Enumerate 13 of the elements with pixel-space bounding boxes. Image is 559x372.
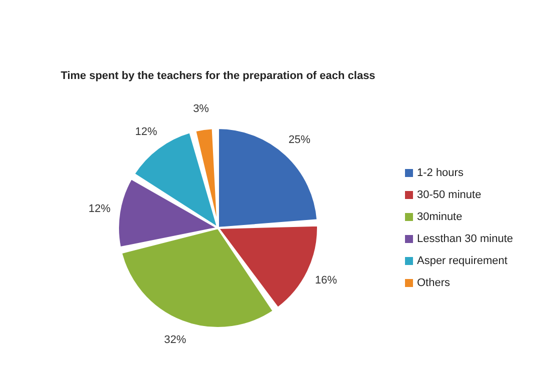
data-label: 16% xyxy=(314,274,338,286)
data-label: 3% xyxy=(193,103,210,116)
legend-label: 30-50 minute xyxy=(416,189,482,201)
legend-label: 1-2 hours xyxy=(416,167,464,179)
data-label: 32% xyxy=(164,334,186,346)
legend-label: Asper requirement xyxy=(416,255,508,267)
data-label: 25% xyxy=(288,134,311,146)
data-label: 12% xyxy=(135,126,158,138)
legend-label: Lessthan 30 minute xyxy=(416,233,513,245)
chart-title: Time spent by the teachers for the preparation of each class xyxy=(60,70,376,82)
legend-label: Others xyxy=(416,277,450,289)
data-label: 12% xyxy=(88,202,111,215)
legend-label: 30minute xyxy=(416,211,462,223)
